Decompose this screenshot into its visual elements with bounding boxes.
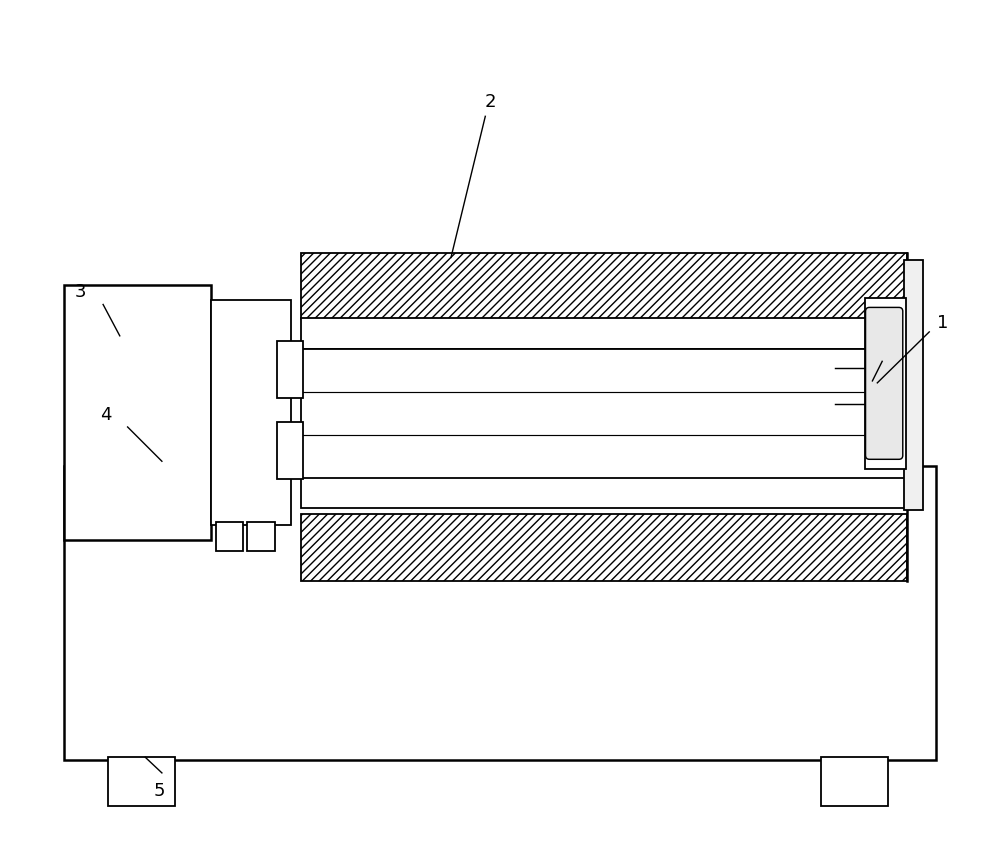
- Text: 2: 2: [484, 93, 496, 111]
- Bar: [64, 285, 211, 540]
- Bar: [301, 319, 907, 349]
- Bar: [277, 342, 303, 398]
- Text: 3: 3: [75, 282, 86, 301]
- Bar: [301, 253, 907, 320]
- Bar: [216, 522, 243, 552]
- Bar: [865, 298, 906, 469]
- Bar: [64, 467, 936, 760]
- FancyBboxPatch shape: [866, 308, 903, 460]
- Text: 4: 4: [100, 406, 112, 423]
- Bar: [108, 757, 175, 806]
- Bar: [247, 522, 275, 552]
- Bar: [277, 423, 303, 480]
- Bar: [821, 757, 888, 806]
- Bar: [211, 300, 291, 526]
- Text: 5: 5: [153, 780, 165, 798]
- Bar: [301, 515, 907, 581]
- Bar: [301, 349, 907, 480]
- Bar: [301, 478, 907, 509]
- Text: 1: 1: [937, 314, 949, 331]
- Bar: [904, 261, 923, 510]
